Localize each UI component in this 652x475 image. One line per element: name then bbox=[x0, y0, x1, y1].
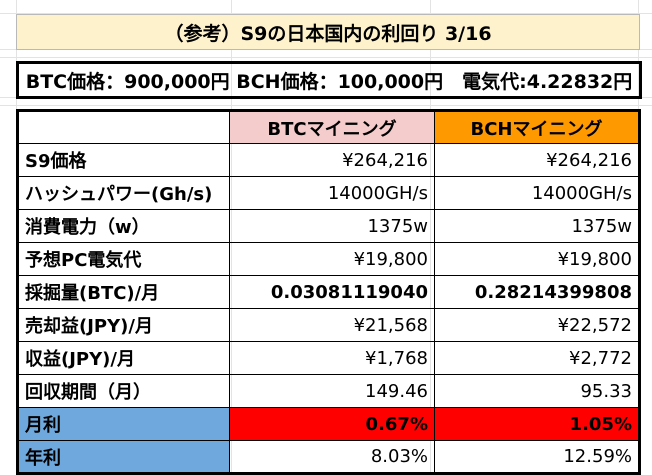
row-label[interactable]: 月利 bbox=[17, 407, 230, 441]
bch-value-cell[interactable]: ¥2,772 bbox=[434, 341, 640, 375]
header-blank-cell[interactable] bbox=[17, 110, 230, 144]
btc-value-cell[interactable]: 149.46 bbox=[229, 374, 435, 408]
bch-value-cell[interactable]: ¥264,216 bbox=[434, 143, 640, 177]
btc-value-cell[interactable]: 8.03% bbox=[229, 440, 435, 474]
row-label[interactable]: 消費電力（w） bbox=[17, 209, 230, 243]
row-label[interactable]: ハッシュパワー(Gh/s) bbox=[17, 176, 230, 210]
table-row-monthly-yield: 月利 0.67% 1.05% bbox=[17, 407, 640, 441]
table-header-row: BTCマイニング BCHマイニング bbox=[17, 110, 640, 144]
btc-value-cell[interactable]: 1375w bbox=[229, 209, 435, 243]
bch-value-cell[interactable]: 0.28214399808 bbox=[434, 275, 640, 309]
row-label[interactable]: 回収期間（月） bbox=[17, 374, 230, 408]
btc-value-cell[interactable]: ¥264,216 bbox=[229, 143, 435, 177]
bch-value-cell[interactable]: ¥19,800 bbox=[434, 242, 640, 276]
btc-value-cell[interactable]: 0.03081119040 bbox=[229, 275, 435, 309]
table-row-annual-yield: 年利 8.03% 12.59% bbox=[17, 440, 640, 474]
row-label[interactable]: 予想PC電気代 bbox=[17, 242, 230, 276]
table-row-s9-price: S9価格 ¥264,216 ¥264,216 bbox=[17, 143, 640, 177]
bch-value-cell[interactable]: 1.05% bbox=[434, 407, 640, 441]
btc-value-cell[interactable]: 0.67% bbox=[229, 407, 435, 441]
row-label[interactable]: 収益(JPY)/月 bbox=[17, 341, 230, 375]
table-row-hashpower: ハッシュパワー(Gh/s) 14000GH/s 14000GH/s bbox=[17, 176, 640, 210]
bch-value-cell[interactable]: 14000GH/s bbox=[434, 176, 640, 210]
btc-value-cell[interactable]: ¥1,768 bbox=[229, 341, 435, 375]
bch-value-cell[interactable]: 95.33 bbox=[434, 374, 640, 408]
bch-value-cell[interactable]: 12.59% bbox=[434, 440, 640, 474]
btc-mining-header[interactable]: BTCマイニング bbox=[229, 110, 435, 144]
table-row-income: 収益(JPY)/月 ¥1,768 ¥2,772 bbox=[17, 341, 640, 375]
table-row-mined-amount: 採掘量(BTC)/月 0.03081119040 0.28214399808 bbox=[17, 275, 640, 309]
row-label[interactable]: S9価格 bbox=[17, 143, 230, 177]
bch-value-cell[interactable]: ¥22,572 bbox=[434, 308, 640, 342]
price-info-bar[interactable]: BTC価格：900,000円 BCH価格：100,000円 電気代:4.2283… bbox=[16, 61, 642, 99]
btc-value-cell[interactable]: ¥21,568 bbox=[229, 308, 435, 342]
sheet-title[interactable]: （参考）S9の日本国内の利回り 3/16 bbox=[16, 14, 640, 50]
btc-value-cell[interactable]: ¥19,800 bbox=[229, 242, 435, 276]
bch-value-cell[interactable]: 1375w bbox=[434, 209, 640, 243]
mining-yield-table: BTCマイニング BCHマイニング S9価格 ¥264,216 ¥264,216… bbox=[16, 109, 641, 475]
table-row-electricity-cost: 予想PC電気代 ¥19,800 ¥19,800 bbox=[17, 242, 640, 276]
row-label[interactable]: 年利 bbox=[17, 440, 230, 474]
table-row-payback-period: 回収期間（月） 149.46 95.33 bbox=[17, 374, 640, 408]
bch-mining-header[interactable]: BCHマイニング bbox=[434, 110, 640, 144]
table-row-power-consumption: 消費電力（w） 1375w 1375w bbox=[17, 209, 640, 243]
row-label[interactable]: 売却益(JPY)/月 bbox=[17, 308, 230, 342]
table-row-sales-profit: 売却益(JPY)/月 ¥21,568 ¥22,572 bbox=[17, 308, 640, 342]
row-label[interactable]: 採掘量(BTC)/月 bbox=[17, 275, 230, 309]
btc-value-cell[interactable]: 14000GH/s bbox=[229, 176, 435, 210]
